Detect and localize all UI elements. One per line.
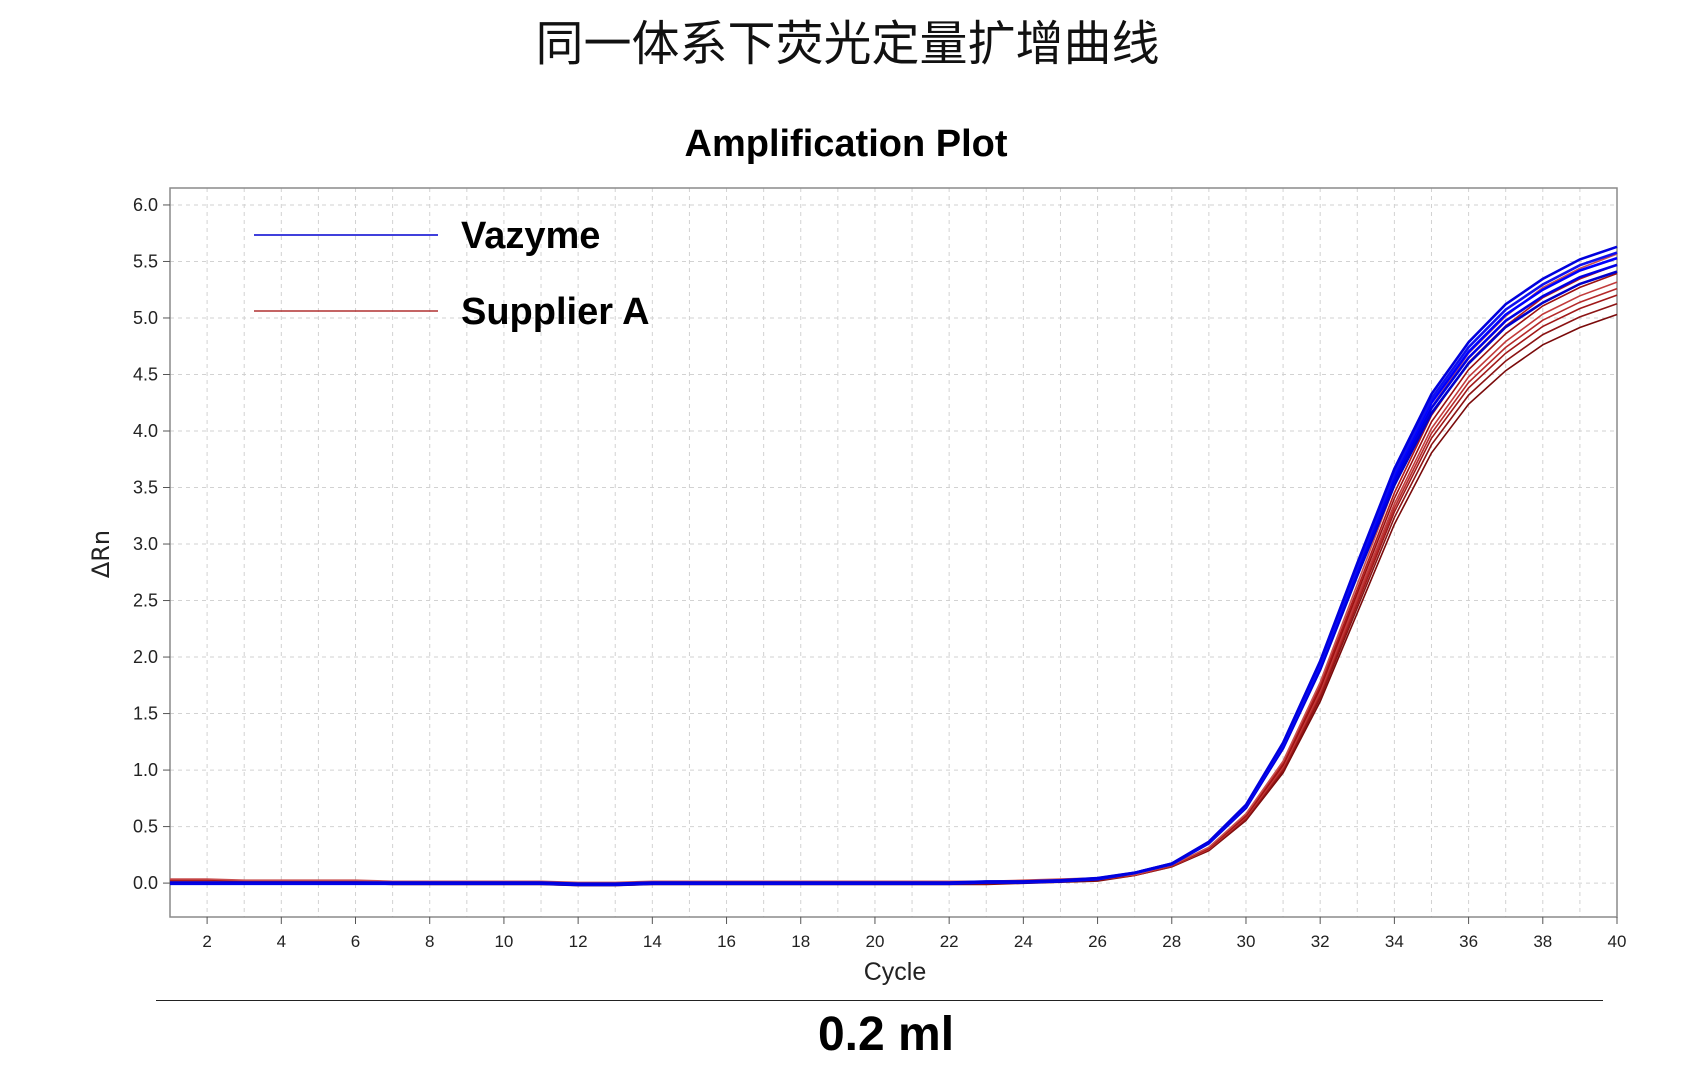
y-tick-label: 0.0 — [133, 873, 158, 893]
y-tick-label: 4.0 — [133, 421, 158, 441]
y-axis-label: ΔRn — [87, 530, 115, 578]
x-tick-label: 18 — [791, 932, 810, 951]
y-tick-label: 3.5 — [133, 478, 158, 498]
legend: Vazyme Supplier A — [254, 215, 650, 333]
y-tick-label: 6.0 — [133, 195, 158, 215]
series-line — [170, 294, 1618, 886]
chart-title: Amplification Plot — [685, 123, 1008, 165]
series-line — [170, 302, 1618, 886]
x-tick-label: 38 — [1533, 932, 1552, 951]
y-tick-label: 5.5 — [133, 251, 158, 271]
x-tick-label: 22 — [940, 932, 959, 951]
x-tick-label: 12 — [569, 932, 588, 951]
x-tick-label: 4 — [277, 932, 286, 951]
axis-ticks: 2 4 6 8 10 12 14 16 18 20 22 24 26 28 30 32 34 36 38 400.00… — [133, 195, 1626, 951]
y-tick-label: 3.0 — [133, 534, 158, 554]
series-line — [170, 245, 1618, 886]
legend-label: Supplier A — [461, 291, 650, 333]
volume-label: 0.2 ml — [817, 1008, 955, 1061]
y-tick-label: 5.0 — [133, 308, 158, 328]
grid — [169, 188, 1618, 917]
x-tick-label: 30 — [1237, 932, 1256, 951]
x-tick-label: 40 — [1608, 932, 1627, 951]
legend-label: Vazyme — [461, 215, 600, 257]
plot-frame — [169, 187, 1618, 918]
x-tick-label: 32 — [1311, 932, 1330, 951]
x-tick-label: 26 — [1088, 932, 1107, 951]
series-line — [170, 272, 1618, 885]
y-tick-label: 2.5 — [133, 591, 158, 611]
series-line — [170, 287, 1618, 886]
page-title: 同一体系下荧光定量扩增曲线 — [535, 16, 1160, 72]
y-tick-label: 1.0 — [133, 760, 158, 780]
x-tick-label: 20 — [865, 932, 884, 951]
x-tick-label: 14 — [643, 932, 662, 951]
x-tick-label: 28 — [1162, 932, 1181, 951]
x-tick-label: 16 — [717, 932, 736, 951]
x-tick-label: 10 — [494, 932, 513, 951]
series-vazyme — [170, 245, 1618, 887]
x-tick-label: 24 — [1014, 932, 1033, 951]
x-tick-label: 2 — [202, 932, 211, 951]
series-line — [170, 281, 1618, 885]
x-tick-label: 6 — [351, 932, 360, 951]
x-tick-label: 34 — [1385, 932, 1404, 951]
series-line — [170, 264, 1618, 884]
divider-line — [156, 1000, 1603, 1001]
series-line — [170, 263, 1618, 886]
y-tick-label: 0.5 — [133, 817, 158, 837]
series-line — [170, 253, 1618, 884]
x-tick-label: 8 — [425, 932, 434, 951]
x-axis-label: Cycle — [864, 958, 927, 986]
y-tick-label: 2.0 — [133, 647, 158, 667]
x-tick-label: 36 — [1459, 932, 1478, 951]
y-tick-label: 1.5 — [133, 704, 158, 724]
y-tick-label: 4.5 — [133, 364, 158, 384]
series-line — [170, 251, 1618, 886]
series-line — [170, 256, 1618, 886]
series-lines — [170, 245, 1618, 887]
series-supplier-a — [170, 253, 1618, 887]
series-line — [170, 270, 1618, 887]
